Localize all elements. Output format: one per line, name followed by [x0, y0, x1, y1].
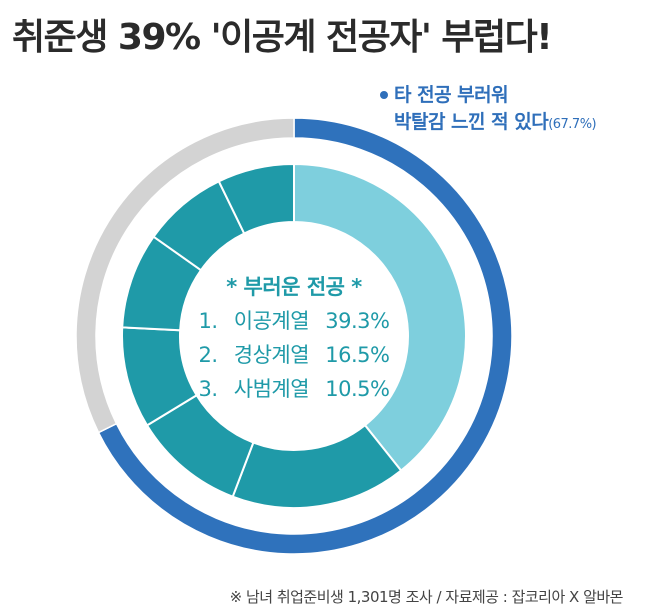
major-name: 경상계열 — [233, 343, 310, 367]
major-name: 이공계열 — [233, 309, 310, 333]
callout-percent: (67.7%) — [548, 117, 597, 132]
source-note: ※ 남녀 취업준비생 1,301명 조사 / 자료제공 : 잡코리아 X 알바몬 — [229, 588, 624, 606]
inner-slice-7 — [217, 162, 295, 235]
major-value: 16.5% — [325, 343, 390, 367]
inner-ring — [121, 162, 467, 509]
callout: 타 전공 부러워 박탈감 느낀 적 있다(67.7%) — [394, 82, 597, 138]
major-row-2: 2. 경상계열 16.5% — [176, 338, 412, 372]
major-rank: 1. — [198, 309, 219, 333]
center-heading: * 부러운 전공 * — [226, 275, 362, 299]
callout-dot — [380, 91, 388, 99]
callout-line-2-text: 박탈감 느낀 적 있다 — [394, 111, 549, 133]
major-value: 10.5% — [325, 377, 390, 401]
major-row-1: 1. 이공계열 39.3% — [176, 304, 412, 338]
major-rank: 3. — [198, 377, 219, 401]
major-row-3: 3. 사범계열 10.5% — [176, 372, 412, 406]
callout-line-1: 타 전공 부러워 — [394, 84, 509, 106]
major-name: 사범계열 — [233, 377, 310, 401]
inner-slice-2 — [231, 423, 403, 509]
outer-slice-1 — [97, 117, 513, 555]
outer-slice-2 — [75, 117, 295, 434]
chart-title: 취준생 39% '이공계 전공자' 부럽다! — [12, 17, 553, 58]
callout-line-2: 박탈감 느낀 적 있다(67.7%) — [394, 109, 597, 138]
inner-slice-1 — [293, 162, 467, 472]
major-rank: 2. — [198, 343, 219, 367]
major-value: 39.3% — [325, 309, 390, 333]
outer-ring — [75, 117, 513, 555]
center-label: * 부러운 전공 * 1. 이공계열 39.3% 2. 경상계열 16.5% 3… — [176, 270, 412, 406]
